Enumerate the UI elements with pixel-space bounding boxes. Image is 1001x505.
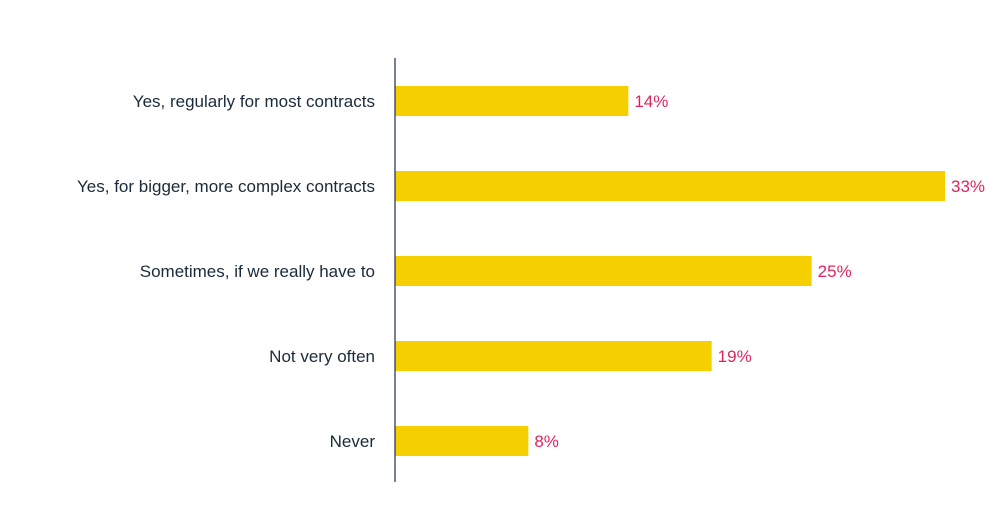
value-labels-layer: 14% 33% 25% 19% 8% — [534, 92, 985, 451]
category-label: Not very often — [269, 347, 375, 366]
category-label: Yes, for bigger, more complex contracts — [77, 177, 375, 196]
bar — [395, 341, 712, 371]
category-labels-layer: Yes, regularly for most contracts Yes, fo… — [77, 92, 375, 451]
data-label: 33% — [951, 177, 985, 196]
bars-layer — [395, 86, 945, 456]
data-label: 14% — [634, 92, 668, 111]
data-label: 25% — [818, 262, 852, 281]
bar — [395, 256, 812, 286]
bar — [395, 86, 629, 116]
category-label: Never — [330, 432, 376, 451]
bar — [395, 171, 945, 201]
bar — [395, 426, 529, 456]
category-label: Yes, regularly for most contracts — [133, 92, 375, 111]
data-label: 19% — [718, 347, 752, 366]
category-label: Sometimes, if we really have to — [140, 262, 375, 281]
data-label: 8% — [534, 432, 559, 451]
